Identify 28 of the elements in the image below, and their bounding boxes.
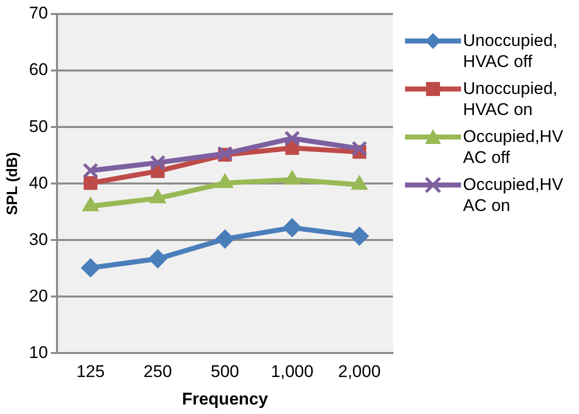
- x-tick-label: 2,000: [338, 362, 381, 382]
- point: [282, 218, 302, 238]
- legend-label: Unoccupied, HVAC on: [463, 78, 559, 120]
- x-tick-label: 125: [76, 362, 105, 382]
- point: [81, 258, 100, 278]
- x-tick-label: 500: [210, 362, 240, 382]
- point: [84, 176, 98, 190]
- point: [350, 226, 369, 246]
- y-tick-label: 30: [28, 230, 48, 249]
- y-axis-title: SPL (dB): [4, 152, 22, 216]
- legend-label: Occupied,HVAC on: [463, 174, 564, 216]
- point: [82, 162, 98, 178]
- y-tick-label: 50: [28, 116, 48, 136]
- point: [150, 154, 166, 171]
- y-tick-label: 20: [28, 286, 48, 306]
- y-tick-label: 60: [28, 60, 48, 80]
- point: [352, 140, 368, 156]
- y-tick-label: 40: [28, 173, 48, 192]
- x-axis-title: Frequency: [182, 389, 268, 408]
- point: [284, 130, 300, 146]
- legend-label: Unoccupied, HVAC off: [463, 30, 559, 72]
- x-tick-label: 250: [144, 362, 172, 382]
- point: [215, 230, 234, 249]
- y-tick-label: 10: [28, 342, 48, 362]
- y-tick-label: 70: [28, 4, 48, 23]
- x-tick-label: 1,000: [270, 362, 314, 382]
- legend-label: Occupied,HVAC off: [463, 126, 564, 168]
- point: [148, 249, 168, 268]
